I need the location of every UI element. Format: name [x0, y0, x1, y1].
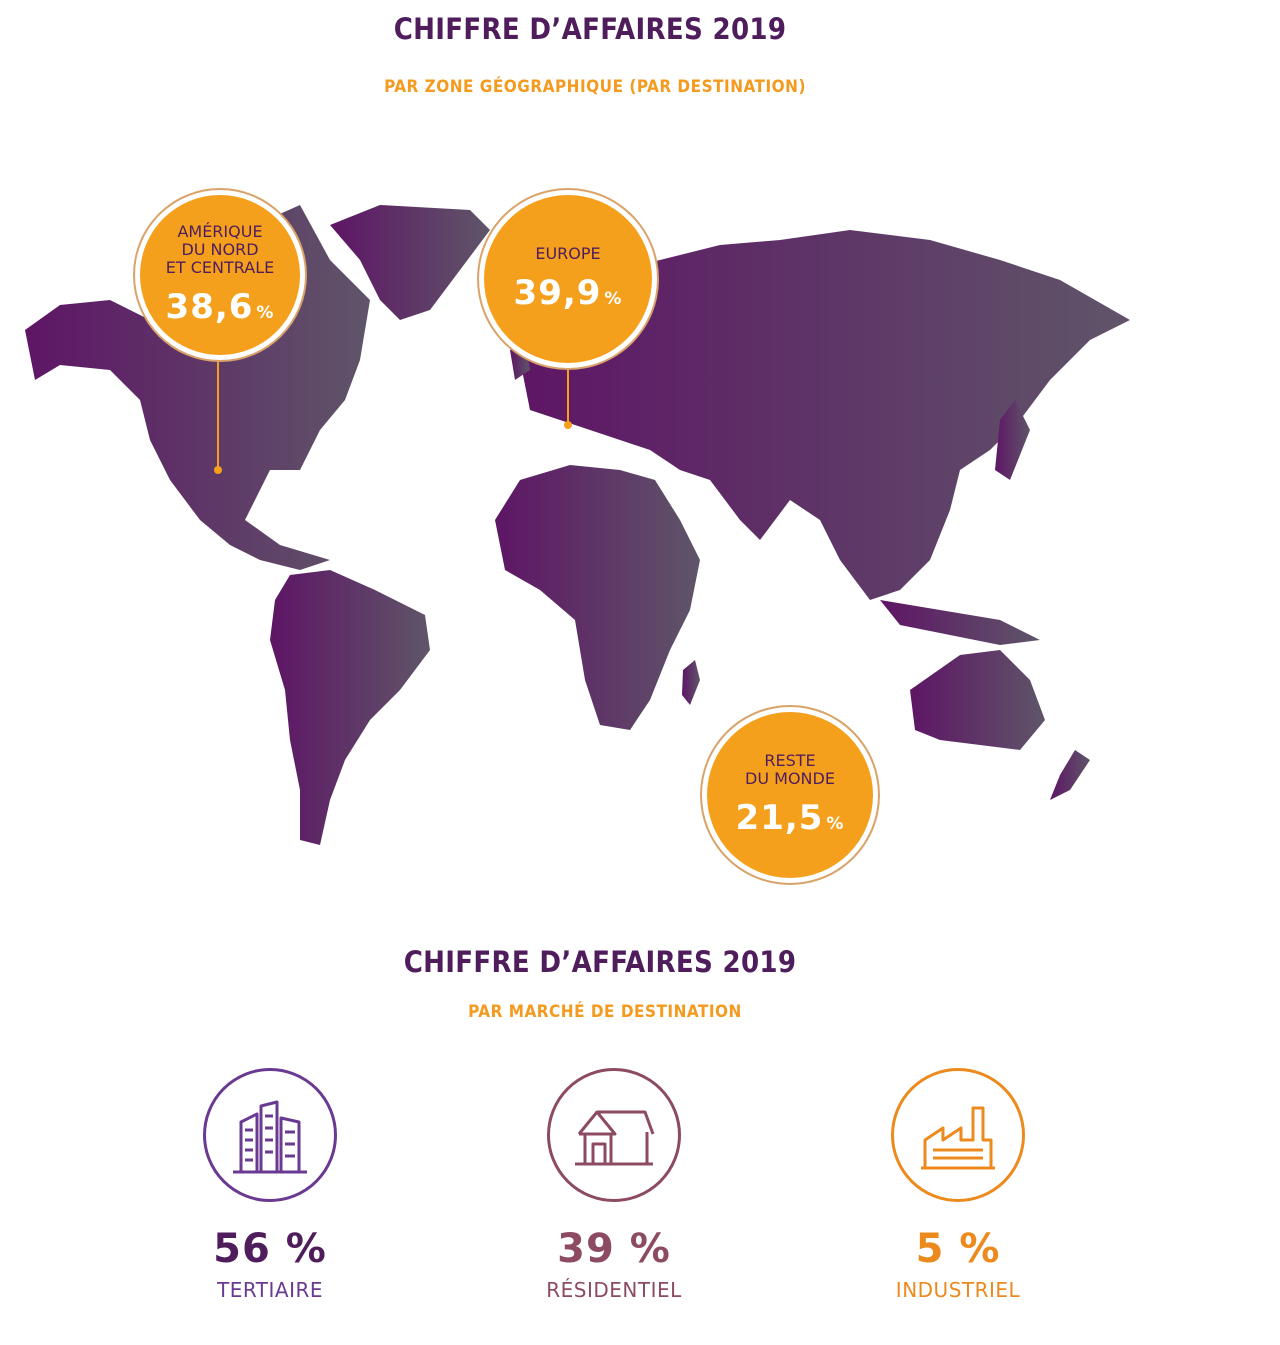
- market-title: CHIFFRE D’AFFAIRES 2019: [403, 945, 797, 979]
- region-percent: 38,6%: [165, 287, 275, 327]
- africa-shape: [495, 465, 700, 730]
- region-percent: 21,5%: [735, 798, 845, 838]
- market-percent: 39 %: [557, 1226, 671, 1272]
- market-subtitle: PAR MARCHÉ DE DESTINATION: [468, 1002, 742, 1022]
- region-label: AMÉRIQUE DU NORD ET CENTRALE: [165, 222, 275, 277]
- australia-shape: [910, 650, 1045, 750]
- eurasia-shape: [520, 230, 1130, 600]
- office-buildings-icon: [203, 1068, 337, 1202]
- market-name: INDUSTRIEL: [895, 1278, 1021, 1302]
- madagascar-shape: [682, 660, 700, 705]
- indonesia-shape: [880, 600, 1040, 645]
- market-tertiaire: 56 % TERTIAIRE: [140, 1068, 400, 1302]
- house-icon: [547, 1068, 681, 1202]
- market-residentiel: 39 % RÉSIDENTIEL: [484, 1068, 744, 1302]
- market-percent: 5 %: [915, 1226, 1001, 1272]
- market-industriel: 5 % INDUSTRIEL: [828, 1068, 1088, 1302]
- south-america-shape: [270, 570, 430, 845]
- new-zealand-shape: [1050, 750, 1090, 800]
- region-bubble-europe: EUROPE 39,9%: [484, 195, 652, 363]
- region-bubble-rest-of-world: RESTE DU MONDE 21,5%: [707, 712, 873, 878]
- japan-shape: [995, 400, 1030, 480]
- region-label: EUROPE: [535, 244, 601, 263]
- region-percent: 39,9%: [513, 273, 623, 313]
- geo-subtitle: PAR ZONE GÉOGRAPHIQUE (PAR DESTINATION): [384, 77, 806, 97]
- north-america-pointer-dot: [214, 466, 222, 474]
- geo-title: CHIFFRE D’AFFAIRES 2019: [393, 12, 787, 46]
- market-name: TERTIAIRE: [216, 1278, 324, 1302]
- region-label: RESTE DU MONDE: [745, 751, 835, 788]
- market-name: RÉSIDENTIEL: [546, 1278, 682, 1302]
- factory-icon: [891, 1068, 1025, 1202]
- greenland-shape: [330, 205, 490, 320]
- europe-pointer-dot: [564, 421, 572, 429]
- region-bubble-north-america: AMÉRIQUE DU NORD ET CENTRALE 38,6%: [140, 195, 300, 355]
- market-percent: 56 %: [213, 1226, 327, 1272]
